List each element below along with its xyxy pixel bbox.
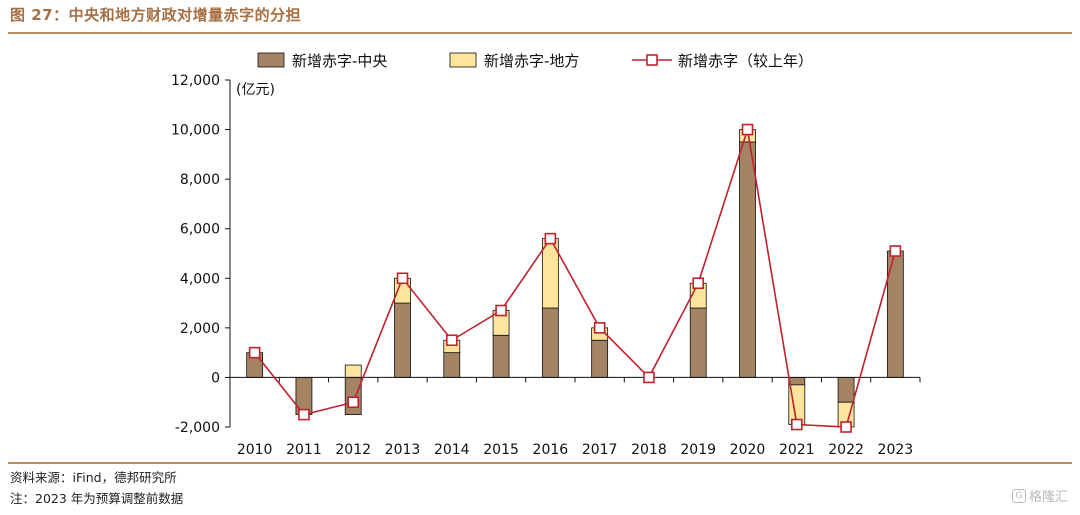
line-point	[692, 277, 705, 290]
g-logo-icon: G	[1011, 488, 1026, 503]
legend: 新增赤字-中央 新增赤字-地方 新增赤字（较上年）	[257, 52, 813, 70]
legend-marker-total	[646, 54, 658, 66]
x-tick-label: 2023	[878, 442, 914, 458]
y-tick-label: 12,000	[171, 73, 220, 89]
x-tick-label: 2020	[730, 442, 766, 458]
bar-central	[591, 339, 609, 378]
x-tick-label: 2016	[533, 442, 569, 458]
y-tick-label: 2,000	[180, 321, 220, 337]
y-tick-label: 6,000	[180, 222, 220, 238]
chart: 新增赤字-中央 新增赤字-地方 新增赤字（较上年） (亿元) 12,000 10,…	[171, 52, 921, 458]
y-tick-label: 0	[211, 370, 220, 386]
x-tick-label: 2013	[385, 442, 421, 458]
legend-label-central: 新增赤字-中央	[292, 52, 387, 70]
line-point	[347, 396, 360, 409]
bar-central	[394, 302, 411, 378]
x-tick-label: 2021	[779, 442, 815, 458]
zero-axis	[229, 376, 921, 383]
y-tick-label: -2,000	[175, 420, 220, 436]
x-tick-label: 2011	[286, 442, 322, 458]
bar-central	[788, 377, 806, 386]
bar-central	[739, 141, 756, 378]
source-note: 资料来源：iFind，德邦研究所	[10, 470, 177, 485]
x-tick-label: 2022	[828, 442, 864, 458]
bar-central	[492, 334, 510, 378]
legend-swatch-central	[257, 52, 285, 68]
line-point	[445, 334, 458, 347]
legend-label-total: 新增赤字（较上年）	[678, 52, 813, 70]
series-line-total	[254, 129, 897, 428]
line-point	[889, 245, 902, 257]
bar-local	[344, 364, 362, 378]
y-tick-label: 4,000	[180, 271, 220, 287]
bar-central	[443, 352, 461, 378]
x-tick-label: 2017	[582, 442, 618, 458]
footer-rule	[8, 462, 1072, 464]
line-point	[643, 371, 655, 384]
y-tick-label: 10,000	[171, 123, 220, 139]
bar-central	[837, 377, 855, 403]
line-point	[544, 232, 557, 245]
title-rule	[8, 32, 1072, 34]
bar-central	[344, 377, 362, 416]
line-point	[840, 421, 852, 433]
x-axis-labels: 2010 2011 2012 2013 2014 2015 2016 2017 2018 2019…	[237, 442, 913, 458]
line-point	[298, 408, 310, 421]
figure-title: 图 27：中央和地方财政对增量赤字的分担	[10, 6, 302, 24]
line-point	[790, 418, 803, 431]
line-point	[593, 322, 606, 334]
line-point	[396, 272, 409, 285]
x-tick-label: 2012	[335, 442, 371, 458]
y-axis: 12,000 10,000 8,000 6,000 4,000 2,000 0 -2,000	[171, 73, 231, 436]
watermark: G 格隆汇	[1011, 486, 1068, 505]
legend-label-local: 新增赤字-地方	[484, 52, 579, 70]
watermark-text: 格隆汇	[1028, 490, 1068, 505]
total-line	[248, 123, 902, 433]
x-tick-label: 2014	[434, 442, 470, 458]
line-point	[741, 123, 754, 136]
y-unit-label: (亿元)	[236, 82, 275, 98]
legend-swatch-local	[449, 52, 477, 68]
x-tick-label: 2015	[483, 442, 519, 458]
x-tick-label: 2018	[631, 442, 667, 458]
bar-central	[689, 307, 707, 378]
x-tick-label: 2010	[237, 442, 273, 458]
line-point	[495, 304, 507, 317]
x-tick-label: 2019	[680, 442, 716, 458]
bar-central	[541, 307, 559, 378]
line-point	[248, 346, 261, 359]
y-tick-label: 8,000	[180, 172, 220, 188]
footnote: 注：2023 年为预算调整前数据	[10, 491, 184, 506]
bars	[246, 129, 904, 428]
